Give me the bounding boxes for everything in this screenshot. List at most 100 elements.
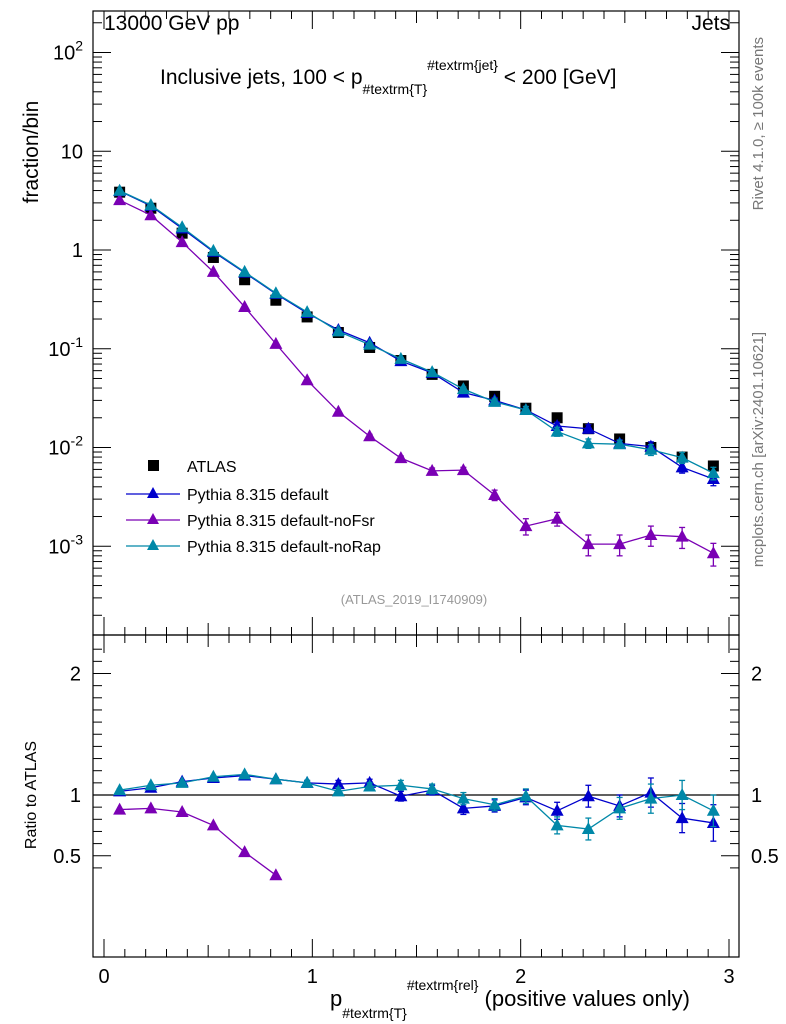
nofsr-point	[550, 511, 564, 524]
norap-point	[238, 264, 252, 277]
ratio-norap-point	[519, 789, 533, 802]
y-tick-label-exponent: -3	[71, 531, 84, 547]
ratio-norap-point	[394, 778, 408, 791]
legend-nofsr-label: Pythia 8.315 default-noFsr	[187, 513, 375, 530]
ratio-norap-point	[425, 781, 439, 794]
plot-title-sup: #textrm{jet}	[427, 57, 498, 73]
ratio-nofsr-line	[119, 807, 277, 876]
norap-point	[363, 337, 377, 350]
plot-title: Inclusive jets, 100 < p#textrm{T} #textrm…	[160, 57, 616, 97]
legend: ATLAS Pythia 8.315 default Pythia 8.315 …	[126, 459, 381, 556]
ratio-series-norap	[113, 767, 720, 841]
ratio-norap-point	[675, 788, 689, 800]
y-tick-label-exponent: -1	[71, 334, 84, 350]
norap-point	[675, 450, 689, 463]
norap-point	[269, 286, 283, 299]
x-axis-label-main: p	[330, 986, 342, 1011]
nofsr-point	[394, 451, 408, 464]
series-nofsr	[113, 193, 720, 567]
ratio-default-point	[581, 789, 595, 802]
legend-atlas-label: ATLAS	[187, 459, 237, 476]
ratio-norap-point	[113, 783, 127, 796]
nofsr-point	[331, 404, 345, 417]
nofsr-point	[706, 546, 720, 559]
ratio-norap-point	[175, 775, 189, 788]
nofsr-point	[300, 373, 314, 386]
x-tick-label: 3	[723, 966, 734, 988]
y-tick-label-base: 10	[48, 438, 70, 460]
norap-point	[519, 402, 533, 415]
x-tick-label: 1	[307, 966, 318, 988]
ratio-nofsr-point	[175, 805, 189, 818]
y-tick-label: 10-1	[48, 334, 83, 361]
ratio-default-point	[550, 803, 564, 816]
ratio-norap-point	[550, 818, 564, 831]
plot-title-sub: #textrm{T}	[363, 81, 428, 97]
atlas-point	[551, 412, 563, 424]
y-tick-label: 102	[53, 38, 83, 65]
plot-title-tail: < 200 [GeV]	[498, 66, 617, 89]
ratio-nofsr-point	[206, 818, 220, 831]
atlas-point	[207, 251, 219, 263]
default-point	[675, 460, 689, 473]
y-tick-label: 10	[61, 141, 83, 163]
norap-point	[331, 324, 345, 337]
nofsr-point	[269, 336, 283, 349]
ratio-nofsr-point	[269, 868, 283, 881]
norap-point	[550, 424, 564, 437]
ratio-norap-point	[144, 778, 158, 791]
legend-default-marker	[147, 487, 159, 498]
nofsr-point	[425, 463, 439, 476]
nofsr-point	[238, 299, 252, 312]
atlas-point	[239, 274, 251, 286]
ratio-norap-point	[644, 791, 658, 804]
header-energy-label: 13000 GeV pp	[104, 12, 239, 35]
nofsr-point	[363, 429, 377, 442]
x-axis-label-sub: #textrm{T}	[342, 1005, 407, 1021]
norap-point	[581, 436, 595, 449]
nofsr-point	[581, 537, 595, 550]
ratio-norap-point	[488, 797, 502, 810]
default-point	[581, 421, 595, 434]
y-tick-label-exponent: -2	[71, 433, 84, 449]
norap-point	[456, 382, 470, 395]
ratio-nofsr-point	[238, 845, 252, 858]
y-tick-label: 1	[72, 240, 83, 262]
series-default	[113, 184, 720, 487]
ratio-norap-point	[331, 784, 345, 797]
y-tick-label-base: 10	[53, 43, 75, 65]
atlas-point	[707, 460, 719, 472]
norap-point	[425, 365, 439, 378]
ratio-y-tick-label: 0.5	[53, 846, 81, 868]
ratio-norap-point	[238, 767, 252, 780]
nofsr-point	[456, 463, 470, 476]
ratio-norap-point	[206, 769, 220, 782]
ratio-norap-point	[456, 791, 470, 804]
ratio-y-tick-label-right: 2	[751, 664, 762, 686]
ratio-y-tick-label-right: 1	[751, 785, 762, 807]
x-axis-label-sup: #textrm{rel}	[407, 977, 479, 993]
y-tick-label: 10-2	[48, 433, 83, 460]
legend-default-label: Pythia 8.315 default	[187, 487, 329, 504]
ratio-norap-point	[613, 801, 627, 814]
ratio-norap-point	[706, 803, 720, 816]
nofsr-point	[113, 193, 127, 206]
nofsr-point	[519, 519, 533, 532]
rivet-version-label: Rivet 4.1.0, ≥ 100k events	[750, 37, 767, 210]
norap-point	[300, 305, 314, 318]
atlas-point	[270, 294, 282, 306]
ratio-y-tick-label: 1	[70, 785, 81, 807]
ratio-y-tick-label: 2	[70, 664, 81, 686]
norap-point	[144, 198, 158, 211]
norap-point	[644, 442, 658, 455]
nofsr-point	[488, 488, 502, 501]
norap-point	[175, 220, 189, 233]
y-tick-label-exponent: 2	[75, 38, 83, 54]
plot-title-main: Inclusive jets, 100 < p	[160, 66, 363, 89]
legend-norap-label: Pythia 8.315 default-noRap	[187, 539, 381, 556]
ratio-default-point	[394, 789, 408, 802]
ratio-default-line	[119, 774, 714, 824]
analysis-watermark: (ATLAS_2019_I1740909)	[341, 592, 487, 607]
y-tick-label-base: 10	[48, 339, 70, 361]
